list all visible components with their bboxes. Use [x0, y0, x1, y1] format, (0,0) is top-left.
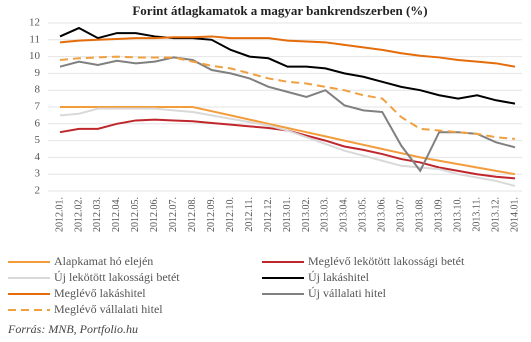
x-tick-label: 2012.10.	[225, 197, 236, 232]
x-tick-label: 2013.06.	[377, 197, 388, 232]
legend-label: Meglévő vállalati hitel	[54, 302, 163, 316]
x-tick-label: 2013.02.	[301, 197, 312, 232]
y-tick-label: 7	[35, 101, 41, 113]
x-tick-label: 2014.01.	[509, 197, 520, 232]
x-tick-label: 2013.11.	[471, 197, 482, 232]
x-tick-label: 2013.03.	[320, 197, 331, 232]
x-tick-label: 2012.03.	[92, 197, 103, 232]
x-tick-label: 2013.09.	[433, 197, 444, 232]
x-tick-label: 2013.01.	[282, 197, 293, 232]
y-tick-label: 10	[29, 50, 41, 62]
x-tick-label: 2013.07.	[396, 197, 407, 232]
x-tick-label: 2013.04.	[339, 197, 350, 232]
y-tick-label: 12	[29, 17, 40, 29]
source: Forrás: MNB, Portfolio.hu	[7, 322, 138, 336]
x-tick-label: 2012.04.	[111, 197, 122, 232]
x-tick-label: 2012.09.	[206, 197, 217, 232]
x-tick-label: 2012.05.	[130, 197, 141, 232]
y-tick-label: 4	[35, 151, 41, 163]
x-tick-label: 2013.05.	[358, 197, 369, 232]
chart-title: Forint átlagkamatok a magyar bankrendsze…	[132, 3, 427, 18]
y-tick-label: 8	[35, 84, 41, 96]
legend-label: Meglévő lekötött lakossági betét	[308, 254, 465, 268]
series-line	[59, 26, 516, 105]
series-line	[59, 107, 516, 187]
series-line	[59, 56, 516, 173]
x-tick-label: 2012.02.	[73, 197, 84, 232]
series-line	[59, 55, 516, 140]
legend-label: Alapkamat hó elején	[54, 254, 153, 268]
legend-label: Új lakáshitel	[308, 270, 370, 284]
x-tick-label: 2013.12.	[490, 197, 501, 232]
y-tick-label: 2	[35, 185, 41, 197]
y-tick-label: 5	[35, 134, 41, 146]
legend-label: Új vállalati hitel	[308, 286, 387, 300]
y-tick-label: 6	[35, 117, 41, 129]
x-tick-label: 2012.07.	[168, 197, 179, 232]
x-tick-label: 2012.01.	[54, 197, 65, 232]
x-tick-label: 2012.11.	[244, 197, 255, 232]
x-tick-label: 2012.12.	[263, 197, 274, 232]
x-tick-label: 2013.10.	[452, 197, 463, 232]
series-line	[60, 106, 516, 176]
x-tick-label: 2013.08.	[415, 197, 426, 232]
y-tick-label: 3	[35, 168, 41, 180]
y-tick-label: 11	[29, 33, 40, 45]
y-tick-label: 9	[35, 67, 41, 79]
x-tick-label: 2012.06.	[149, 197, 160, 232]
legend-label: Meglévő lakáshitel	[54, 286, 146, 300]
legend-label: Új lekötött lakossági betét	[54, 270, 180, 284]
series-line	[59, 35, 516, 68]
x-tick-label: 2012.08.	[187, 197, 198, 232]
